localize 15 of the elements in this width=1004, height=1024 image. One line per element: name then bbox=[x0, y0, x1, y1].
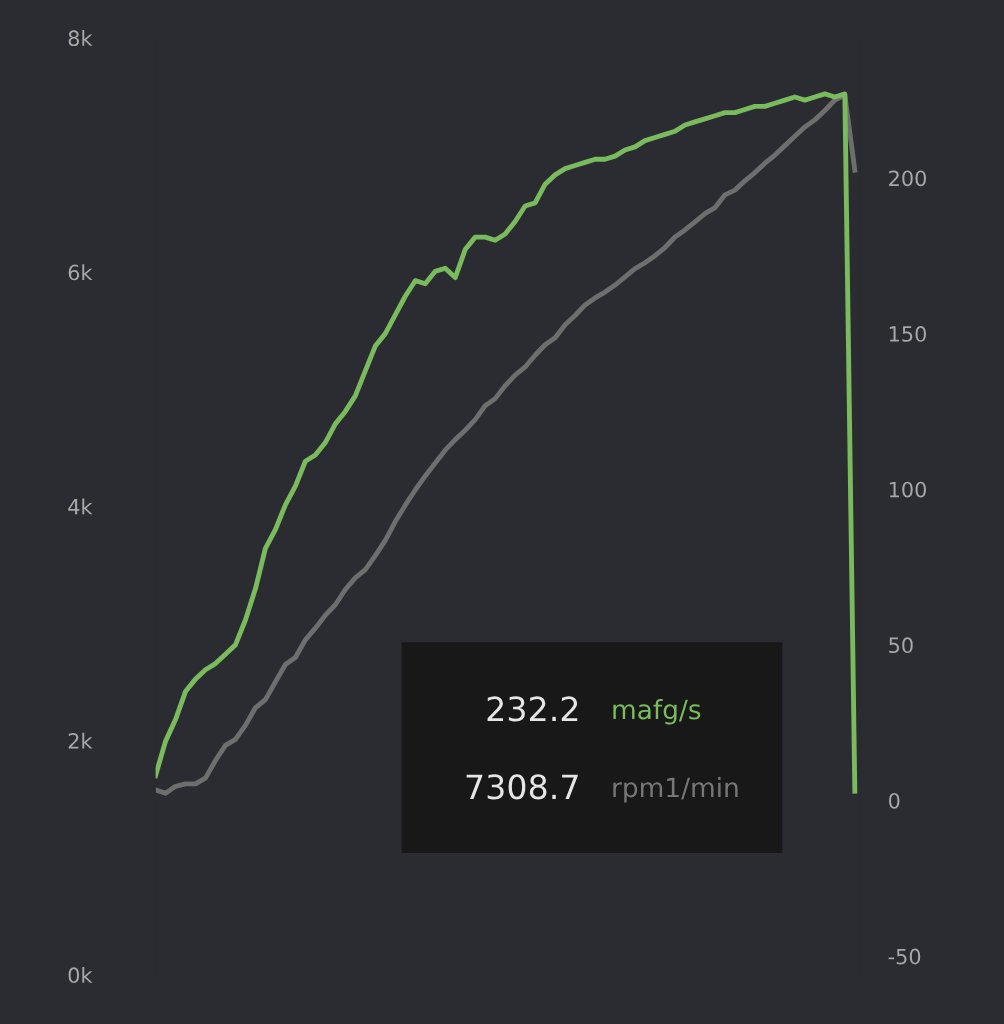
text: mafg/s bbox=[613, 699, 701, 725]
annotation: 232.2 bbox=[487, 696, 578, 722]
y2-tick-label: 50 bbox=[889, 637, 913, 654]
y2-tick-label: 150 bbox=[889, 326, 926, 342]
y2-tick-label: -50 bbox=[888, 948, 921, 965]
y-tick-label: 6k bbox=[68, 264, 93, 281]
y-tick-label: 8k bbox=[68, 29, 93, 47]
y2-tick-label: 100 bbox=[889, 481, 926, 498]
y-tick-label: 0k bbox=[68, 966, 93, 984]
y2-tick-label: 0 bbox=[888, 792, 900, 809]
text: rpm1/min bbox=[613, 777, 738, 803]
y2-tick-label: 200 bbox=[889, 170, 926, 187]
annotation: 7308.7 bbox=[466, 774, 578, 800]
y-tick-label: 2k bbox=[68, 732, 93, 749]
y-tick-label: 4k bbox=[68, 498, 93, 515]
